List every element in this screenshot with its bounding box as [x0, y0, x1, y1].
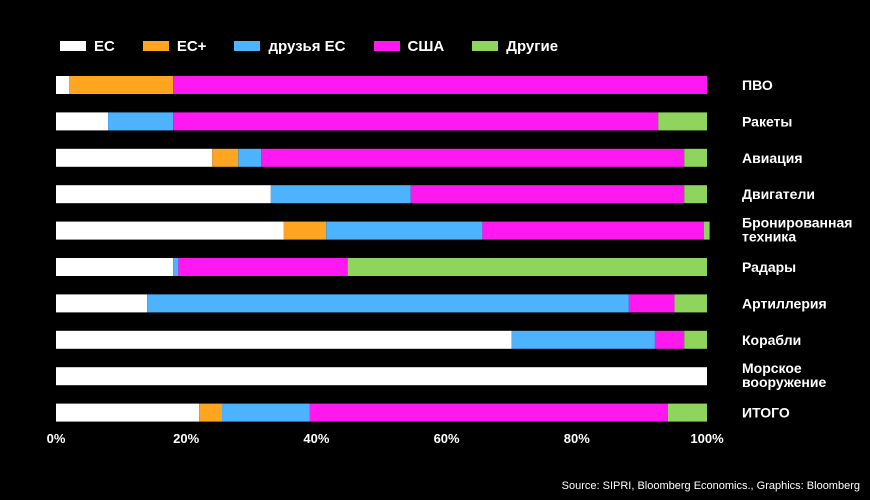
legend-label: США [407, 37, 445, 55]
category-label: Морское вооружение [742, 360, 826, 390]
bar-segment [173, 76, 707, 94]
bar-segment [56, 330, 512, 349]
bar-segment [261, 148, 685, 167]
bar-segment [654, 330, 685, 349]
legend-label: Другие [506, 37, 559, 55]
category-label: Радары [742, 259, 796, 275]
legend-item: ЕС+ [142, 37, 207, 55]
legend-swatch [142, 41, 169, 51]
bar-segment [410, 185, 685, 204]
category-label: Артиллерия [742, 295, 827, 311]
bar-segment [173, 112, 659, 131]
bar-segment [270, 185, 411, 204]
legend-swatch [234, 41, 261, 51]
bar-segment [684, 148, 707, 167]
legend: ЕС ЕС+ друзья ЕС США Другие [60, 36, 586, 56]
bar-segment [658, 112, 707, 131]
x-tick-label: 100% [690, 431, 724, 446]
bar-segment [56, 367, 707, 386]
bar-segment [56, 403, 200, 422]
legend-label: ЕС+ [176, 37, 207, 55]
legend-item: ЕС [60, 38, 115, 55]
x-tick-label: 80% [564, 431, 590, 446]
legend-swatch [60, 41, 86, 51]
x-tick-label: 20% [173, 431, 199, 446]
bar-segment [283, 221, 327, 240]
bar-segment [667, 403, 707, 422]
legend-swatch [472, 41, 499, 51]
bar-segment [199, 403, 222, 422]
category-label: Авиация [742, 150, 803, 166]
x-tick-label: 0% [47, 431, 66, 446]
bar-segment [56, 258, 174, 276]
bar-segment [684, 330, 707, 349]
legend-swatch [373, 41, 400, 51]
bar-segment [178, 258, 348, 276]
bar-segment [511, 330, 655, 349]
category-label: Двигатели [742, 186, 815, 202]
legend-item: США [373, 37, 445, 55]
legend-label: ЕС [94, 37, 115, 55]
bar-segment [703, 221, 710, 240]
category-label: ИТОГО [742, 405, 790, 421]
bar-segment [212, 148, 239, 167]
bar-segment [173, 258, 179, 276]
category-label: ПВО [742, 77, 773, 93]
legend-label: друзья ЕС [268, 37, 346, 55]
bar-segment [56, 221, 284, 240]
x-tick-label: 40% [303, 431, 329, 446]
bar-segment [56, 294, 148, 313]
bar-segment [69, 76, 174, 94]
source-note: Source: SIPRI, Bloomberg Economics., Gra… [561, 480, 860, 492]
bar-segment [347, 258, 707, 276]
category-label: Бронированная техника [742, 215, 852, 245]
bar-segment [674, 294, 707, 313]
bar-segment [684, 185, 707, 204]
bar-segment [56, 76, 70, 94]
bar-segment [628, 294, 675, 313]
bar-segment [56, 148, 213, 167]
category-label: Корабли [742, 332, 801, 348]
bar-segment [482, 221, 704, 240]
category-label: Ракеты [742, 113, 792, 129]
x-tick-label: 60% [434, 431, 460, 446]
legend-item: друзья ЕС [234, 37, 346, 55]
bar-segment [56, 185, 271, 204]
bar-segment [56, 112, 109, 131]
bar-segment [326, 221, 483, 240]
bar-segment [147, 294, 629, 313]
bar-segment [108, 112, 174, 131]
legend-item: Другие [472, 38, 558, 55]
bar-segment [309, 403, 668, 422]
bar-segment [222, 403, 310, 422]
bar-segment [238, 148, 262, 167]
